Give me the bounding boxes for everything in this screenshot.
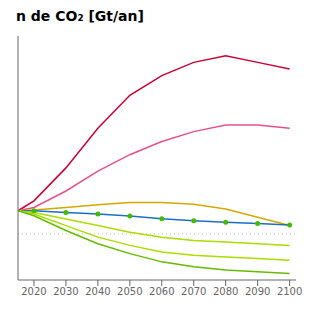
html-text:n de CO₂ [Gt/an]: n de CO₂ [Gt/an] <box>16 8 144 24</box>
svg-text:2060: 2060 <box>149 286 174 297</box>
svg-text:2050: 2050 <box>117 286 142 297</box>
svg-text:2020: 2020 <box>21 286 46 297</box>
svg-text:2090: 2090 <box>245 286 270 297</box>
svg-text:2100: 2100 <box>277 286 302 297</box>
svg-text:2040: 2040 <box>85 286 110 297</box>
svg-text:2080: 2080 <box>213 286 238 297</box>
svg-text:2070: 2070 <box>181 286 206 297</box>
svg-text:2030: 2030 <box>53 286 78 297</box>
